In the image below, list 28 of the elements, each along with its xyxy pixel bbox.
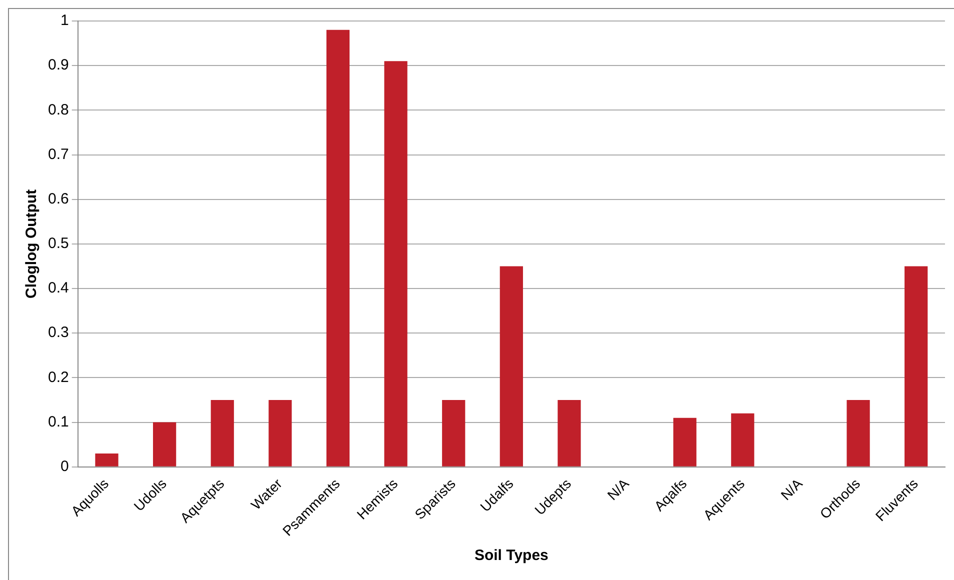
bar — [210, 400, 234, 466]
y-tick-label: 0.9 — [48, 56, 69, 74]
bar — [500, 266, 523, 466]
bar — [153, 422, 176, 466]
x-axis-title: Soil Types — [474, 547, 548, 564]
y-tick-label: 0.1 — [48, 413, 69, 430]
y-tick-label: 0 — [60, 458, 69, 475]
bar — [442, 400, 466, 466]
y-tick-label: 1 — [60, 12, 69, 30]
y-tick-label: 0.3 — [48, 324, 69, 342]
bar — [846, 400, 870, 466]
y-axis-title: Cloglog Output — [23, 189, 40, 298]
bar — [326, 30, 350, 466]
x-tick-label: N/A — [604, 474, 632, 504]
bar — [558, 400, 581, 466]
bar — [268, 400, 292, 466]
y-tick-label: 0.7 — [48, 146, 69, 163]
bar — [731, 413, 754, 466]
x-tick-label: N/A — [778, 474, 806, 504]
bar — [384, 61, 408, 466]
y-tick-label: 0.6 — [48, 190, 69, 208]
y-tick-label: 0.2 — [48, 368, 69, 386]
y-tick-label: 0.8 — [48, 101, 69, 118]
bar — [95, 453, 118, 466]
bar — [904, 266, 928, 466]
y-tick-label: 0.4 — [48, 280, 69, 297]
bar — [673, 418, 696, 466]
y-tick-label: 0.5 — [48, 235, 69, 252]
